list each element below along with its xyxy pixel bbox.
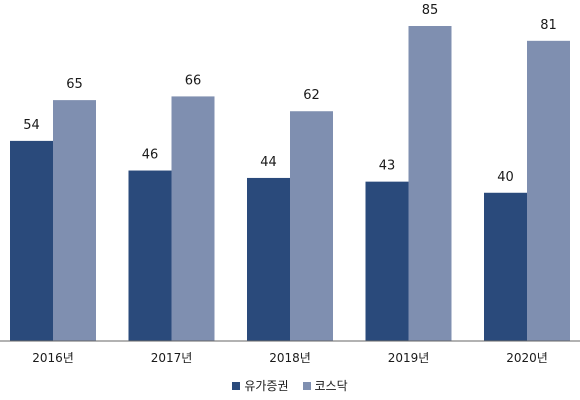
x-tick-label-5: 2020년 [506,351,548,365]
legend: 유가증권 코스닥 [0,377,580,394]
data-label-series-1-3: 44 [260,155,277,170]
bar-series-1-4 [365,181,409,341]
bar-series-2-3 [290,111,333,341]
legend-label-series-1: 유가증권 [244,379,289,393]
data-label-series-2-4: 85 [422,3,439,18]
data-label-series-1-5: 40 [497,170,514,185]
x-tick-label-1: 2016년 [32,351,74,365]
bar-series-1-2 [128,170,172,341]
legend-swatch-series-2 [302,381,311,390]
legend-swatch-series-1 [232,381,241,390]
x-tick-label-3: 2018년 [269,351,311,365]
x-tick-label-2: 2017년 [151,351,193,365]
data-label-series-2-2: 66 [185,73,202,88]
x-tick-label-4: 2019년 [388,351,430,365]
legend-label-series-2: 코스닥 [314,379,348,393]
data-label-series-2-1: 65 [66,77,83,92]
data-label-series-2-5: 81 [540,18,557,33]
data-label-series-1-4: 43 [379,159,396,174]
bar-series-2-1 [53,100,96,341]
data-label-series-1-2: 46 [142,148,159,163]
x-tick-labels: 2016년 2017년 2018년 2019년 2020년 [32,351,548,365]
bar-series-2-2 [171,96,215,341]
legend-item-series-1: 유가증권 [232,377,289,394]
bar-series-1-1 [10,140,53,341]
legend-item-series-2: 코스닥 [302,377,348,394]
bars-layer [10,26,570,342]
data-label-series-2-3: 62 [303,88,320,103]
bar-series-1-5 [484,192,527,341]
bar-series-2-5 [527,40,570,342]
bar-series-1-3 [247,177,290,341]
data-label-series-1-1: 54 [23,118,40,133]
data-labels-layer: 54 65 46 66 44 62 43 85 40 81 [23,3,557,185]
bar-series-2-4 [408,26,452,341]
